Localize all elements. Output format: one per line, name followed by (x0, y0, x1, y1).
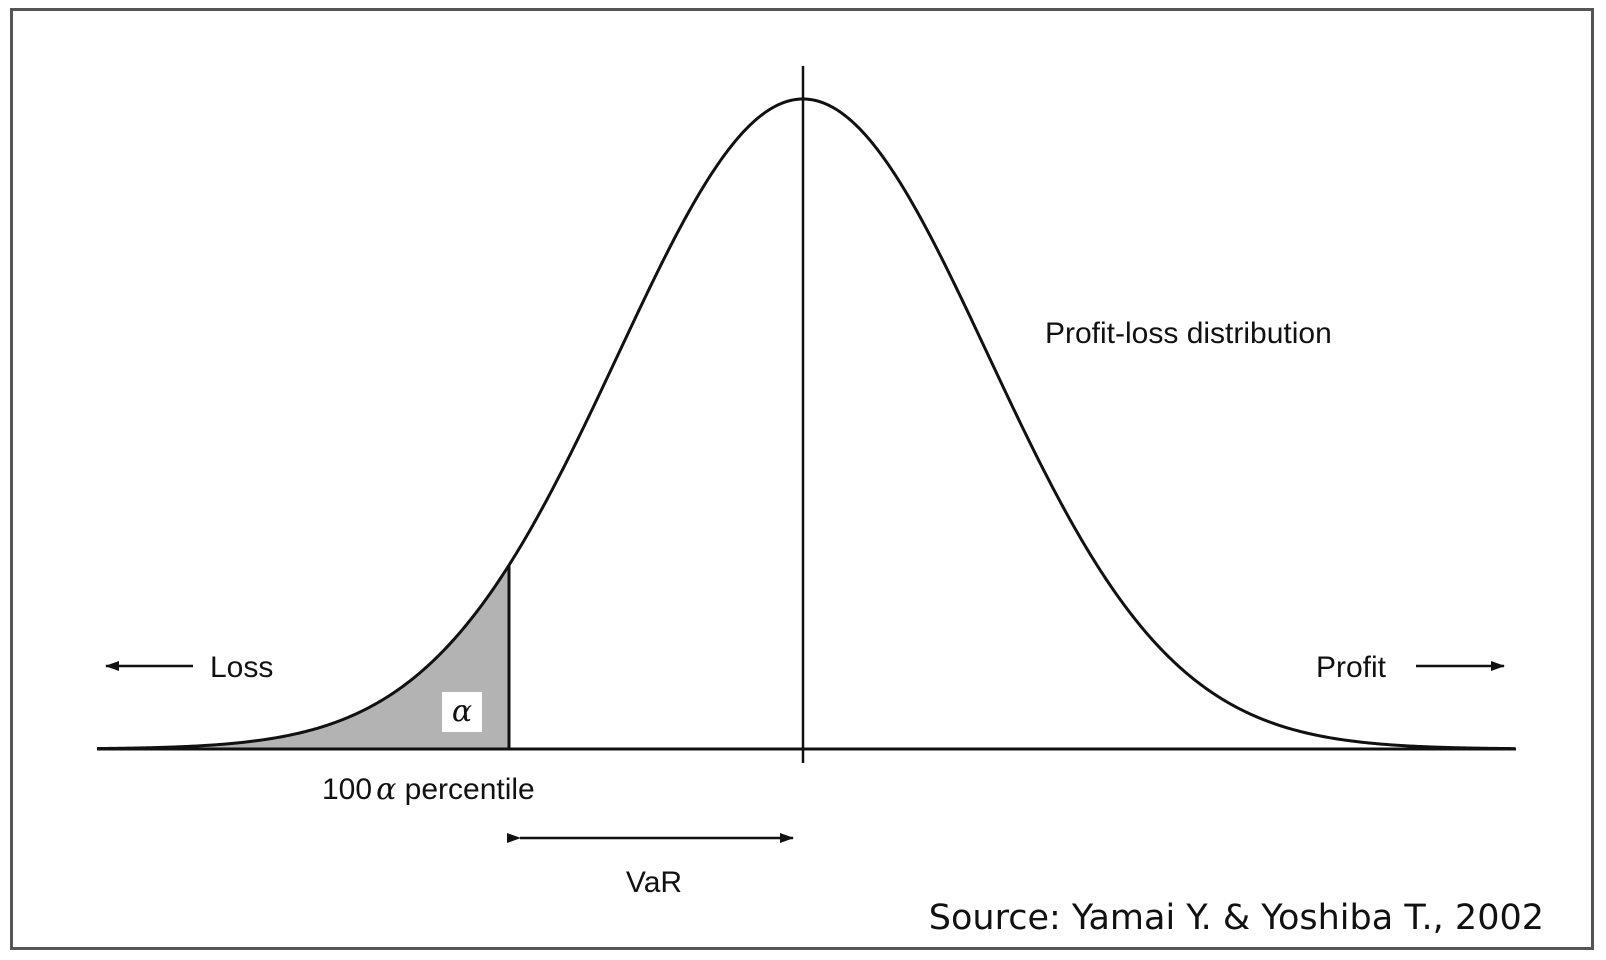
alpha-tail-area (97, 565, 509, 749)
distribution-label: Profit-loss distribution (1045, 317, 1332, 350)
percentile-prefix: 100 (322, 773, 372, 806)
alpha-label: α (452, 694, 472, 729)
percentile-label: 100 α percentile (322, 772, 535, 807)
profit-label: Profit (1316, 651, 1387, 684)
percentile-suffix: percentile (396, 773, 534, 806)
alpha-label-box (442, 692, 482, 732)
source-citation: Source: Yamai Y. & Yoshiba T., 2002 (929, 898, 1544, 938)
distribution-curve (96, 97, 1516, 751)
percentile-alpha-symbol: α (376, 772, 396, 807)
loss-label: Loss (210, 651, 273, 684)
var-label: VaR (626, 866, 682, 899)
